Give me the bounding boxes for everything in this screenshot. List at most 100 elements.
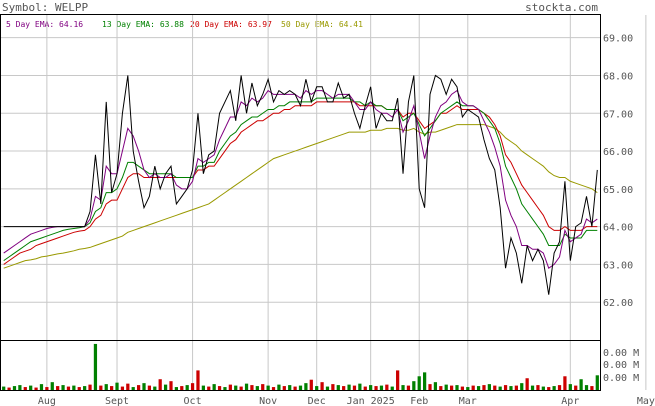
volume-bar <box>83 386 87 390</box>
volume-tick-label: 0.00 M <box>603 360 639 371</box>
volume-bar <box>2 386 6 390</box>
volume-bar <box>509 386 513 390</box>
volume-bar <box>190 383 195 390</box>
volume-bar <box>261 384 265 390</box>
volume-bar <box>196 370 200 390</box>
month-tick-label: Dec <box>308 396 326 406</box>
volume-bar <box>266 385 270 390</box>
volume-bar <box>293 386 297 390</box>
volume-bar <box>406 385 411 390</box>
volume-bar <box>93 343 98 390</box>
month-tick-label: Sept <box>105 396 129 406</box>
volume-bar <box>12 386 17 390</box>
site-name: stockta.com <box>525 1 598 14</box>
volume-bar <box>99 385 103 390</box>
volume-bar <box>493 385 497 390</box>
volume-bar <box>61 385 65 390</box>
volume-bar <box>498 386 502 390</box>
volume-bar <box>174 387 178 390</box>
volume-bar <box>131 387 135 390</box>
volume-bar <box>169 381 173 390</box>
price-tick-label: 62.00 <box>603 298 633 309</box>
volume-bar <box>7 387 11 390</box>
volume-bar <box>466 387 470 390</box>
legend: 5 Day EMA: 64.16 13 Day EMA: 63.88 20 Da… <box>6 20 363 29</box>
volume-bar <box>487 384 491 390</box>
volume-bar <box>439 386 443 390</box>
legend-ema13: 13 Day EMA: 63.88 <box>102 20 184 29</box>
volume-bar <box>277 384 281 390</box>
volume-bar <box>482 385 486 390</box>
volume-bar <box>385 384 389 390</box>
volume-bar <box>449 385 454 390</box>
grid <box>1 15 647 390</box>
volume-bar <box>320 382 324 390</box>
legend-ema13-name: 13 Day EMA: <box>102 20 155 29</box>
volume-bar <box>363 386 367 390</box>
volume-bar <box>514 385 518 390</box>
volume-bar <box>104 384 108 390</box>
volume-bar <box>153 386 157 390</box>
volume-bar <box>29 385 33 390</box>
series-line-ema13 <box>3 97 598 262</box>
price-tick-label: 67.00 <box>603 109 633 120</box>
volume-bar <box>369 385 373 390</box>
legend-ema20: 20 Day EMA: 63.97 <box>190 20 272 29</box>
volume-bar <box>455 385 459 390</box>
volume-bar <box>304 383 308 390</box>
volume-bar <box>471 385 475 390</box>
price-axis-labels: 69.00 68.00 67.00 66.00 65.00 64.00 63.00 62.00 <box>603 34 633 310</box>
volume-bar <box>212 384 216 390</box>
volume-bar <box>120 386 125 390</box>
volume-bar <box>185 385 189 390</box>
volume-bar <box>541 386 545 390</box>
symbol-label: Symbol: WELPP <box>2 1 88 14</box>
volume-axis-labels: 0.00 M0.00 M0.00 M <box>603 348 639 384</box>
volume-panel-frame <box>0 340 601 391</box>
volume-tick-label: 0.00 M <box>603 348 639 359</box>
volume-bar <box>412 381 416 390</box>
date-axis-labels: Aug Sept Oct Nov Dec Jan 2025 Feb Mar Apr May <box>38 396 655 406</box>
legend-ema20-value: 63.97 <box>248 20 272 29</box>
price-series-group <box>3 74 598 295</box>
volume-bar <box>423 372 427 390</box>
volume-bar <box>147 385 152 390</box>
month-tick-label: Oct <box>184 396 202 406</box>
volume-bar <box>520 383 524 390</box>
volume-bar <box>282 386 286 390</box>
volume-bar <box>584 385 589 390</box>
legend-ema50-name: 50 Day EMA: <box>281 20 334 29</box>
volume-bar <box>331 384 335 390</box>
volume-bar <box>309 379 313 390</box>
month-tick-label: Aug <box>38 396 56 406</box>
legend-ema20-name: 20 Day EMA: <box>190 20 243 29</box>
month-tick-label: Nov <box>259 396 277 406</box>
volume-bar <box>34 387 38 390</box>
series-line-ema5 <box>3 89 598 269</box>
volume-bar <box>552 386 556 390</box>
volume-bar <box>315 386 319 390</box>
volume-bar <box>180 386 184 390</box>
month-tick-label: May <box>637 396 655 406</box>
series-line-ema50 <box>3 124 598 269</box>
volume-bar <box>271 387 276 390</box>
series-line-price <box>3 74 598 295</box>
price-tick-label: 63.00 <box>603 260 633 271</box>
volume-bar <box>50 382 54 390</box>
volume-bar <box>66 386 71 390</box>
volume-bar <box>45 387 49 390</box>
volume-bar <box>39 384 44 390</box>
legend-ema13-value: 63.88 <box>160 20 184 29</box>
volume-bar <box>568 384 572 390</box>
volume-bar <box>18 385 22 390</box>
legend-ema5: 5 Day EMA: 64.16 <box>6 20 83 29</box>
volume-tick-label: 0.00 M <box>603 373 639 384</box>
volume-bar <box>476 386 481 390</box>
volume-bar <box>590 386 594 390</box>
volume-bar <box>557 385 562 390</box>
volume-bar <box>396 370 400 390</box>
price-tick-label: 65.00 <box>603 185 633 196</box>
volume-bar <box>223 387 227 390</box>
volume-bar <box>536 385 540 390</box>
